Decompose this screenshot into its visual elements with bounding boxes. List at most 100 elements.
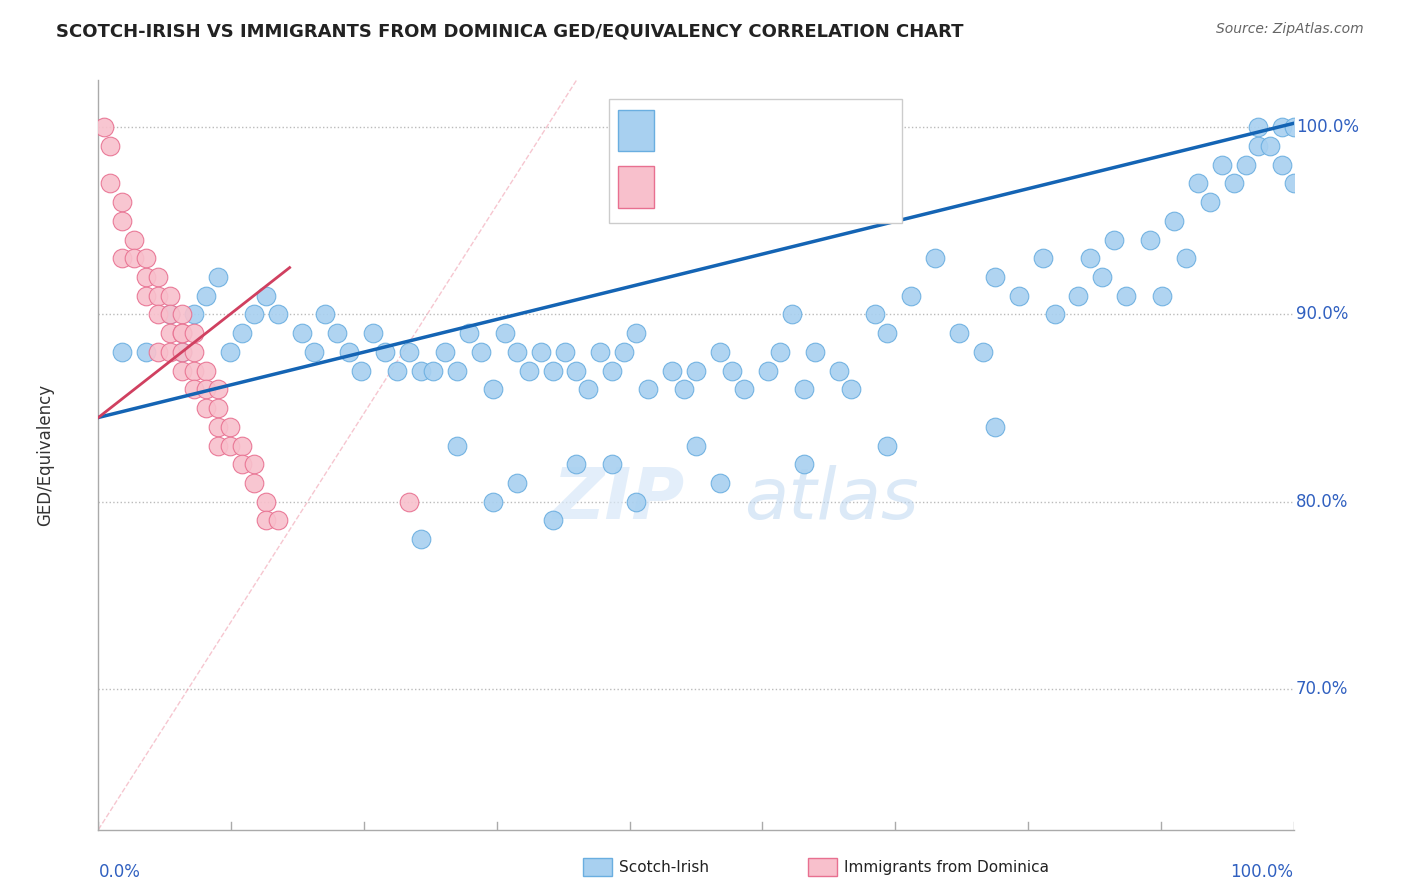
Bar [619, 111, 654, 152]
Point [709, 475, 731, 490]
Point [219, 419, 242, 434]
Point [148, 288, 170, 302]
Point [1175, 251, 1198, 265]
Point [374, 344, 396, 359]
Point [506, 344, 529, 359]
Text: GED/Equivalency: GED/Equivalency [35, 384, 53, 526]
Point [1271, 157, 1294, 171]
Point [972, 344, 994, 359]
Point [948, 326, 970, 340]
Point [219, 344, 242, 359]
Point [172, 326, 194, 340]
Point [111, 194, 134, 209]
Point [195, 382, 218, 396]
Bar [619, 167, 654, 208]
Point [159, 288, 181, 302]
Point [793, 457, 815, 471]
Point [172, 344, 194, 359]
Point [780, 307, 803, 321]
Text: 100.0%: 100.0% [1296, 118, 1360, 136]
Point [148, 269, 170, 284]
Point [98, 176, 122, 190]
Text: 80.0%: 80.0% [1296, 492, 1348, 511]
Point [231, 438, 253, 452]
Point [254, 494, 277, 508]
Point [685, 363, 707, 377]
Text: SCOTCH-IRISH VS IMMIGRANTS FROM DOMINICA GED/EQUIVALENCY CORRELATION CHART: SCOTCH-IRISH VS IMMIGRANTS FROM DOMINICA… [56, 22, 963, 40]
Point [481, 382, 505, 396]
Point [111, 344, 134, 359]
Point [302, 344, 325, 359]
Point [1271, 120, 1294, 134]
Point [172, 326, 194, 340]
Text: Source: ZipAtlas.com: Source: ZipAtlas.com [1216, 22, 1364, 37]
Point [207, 419, 229, 434]
Point [984, 269, 1007, 284]
Point [554, 344, 576, 359]
Point [804, 344, 827, 359]
Point [541, 363, 564, 377]
Point [315, 307, 337, 321]
Point [1091, 269, 1114, 284]
Point [411, 363, 433, 377]
Point [183, 307, 205, 321]
Point [841, 382, 863, 396]
Point [363, 326, 385, 340]
Point [637, 382, 659, 396]
Point [876, 438, 898, 452]
Point [626, 494, 648, 508]
Point [1247, 138, 1270, 153]
Point [159, 344, 181, 359]
Point [565, 363, 588, 377]
Point [183, 382, 205, 396]
Point [254, 513, 277, 527]
Point [1234, 157, 1257, 171]
Point [1139, 232, 1161, 246]
Text: R = 0.392   N = 99: R = 0.392 N = 99 [664, 121, 848, 139]
Point [195, 288, 218, 302]
Point [350, 363, 373, 377]
Point [231, 457, 253, 471]
Point [172, 344, 194, 359]
Point [172, 363, 194, 377]
Point [183, 363, 205, 377]
Point [159, 307, 181, 321]
Point [398, 494, 420, 508]
Point [1282, 120, 1305, 134]
Point [1163, 213, 1185, 227]
Point [602, 363, 624, 377]
Point [243, 457, 266, 471]
Text: 100.0%: 100.0% [1230, 863, 1294, 881]
Point [326, 326, 349, 340]
Point [411, 532, 433, 546]
Point [111, 251, 134, 265]
Point [458, 326, 481, 340]
Point [565, 457, 588, 471]
Point [1258, 138, 1281, 153]
Point [578, 382, 600, 396]
Point [148, 344, 170, 359]
Point [207, 382, 229, 396]
Point [243, 307, 266, 321]
Point [385, 363, 409, 377]
Point [183, 326, 205, 340]
Point [195, 401, 218, 415]
Point [339, 344, 361, 359]
Point [135, 344, 157, 359]
Point [207, 269, 229, 284]
Point [1247, 120, 1270, 134]
Point [828, 363, 851, 377]
Point [900, 288, 922, 302]
Point [768, 344, 790, 359]
Point [756, 363, 779, 377]
Text: 0.0%: 0.0% [98, 863, 141, 881]
Point [207, 438, 229, 452]
Point [876, 326, 898, 340]
Text: 90.0%: 90.0% [1296, 305, 1348, 324]
Point [124, 251, 146, 265]
Point [219, 438, 242, 452]
Point [470, 344, 492, 359]
Point [1043, 307, 1066, 321]
Point [1199, 194, 1222, 209]
Point [602, 457, 624, 471]
